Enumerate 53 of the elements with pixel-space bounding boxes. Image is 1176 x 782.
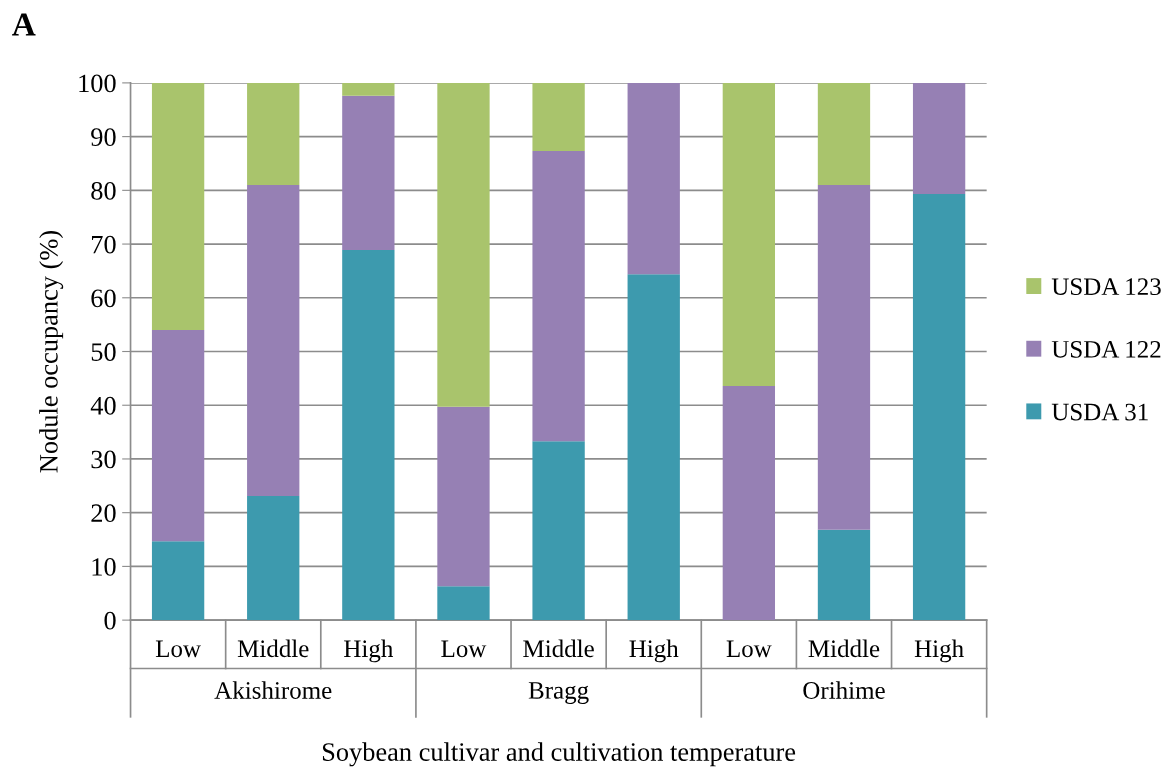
bar [437, 586, 490, 621]
text: Orihime [803, 681, 885, 699]
bar [247, 82, 300, 185]
bar [627, 274, 680, 621]
y-axis-title: Nodule occupancy (%) [39, 231, 64, 473]
x-tick-label: Middle [808, 639, 880, 658]
bar [342, 249, 395, 621]
y-tick-label: 40 [90, 396, 116, 415]
bar [532, 82, 585, 152]
bar [247, 496, 300, 621]
x-tick-label: Middle [523, 639, 594, 658]
bar [627, 82, 680, 275]
text: Bragg [528, 682, 589, 704]
y-tick-label: 0 [104, 611, 116, 630]
text: A [12, 13, 36, 36]
y-tick-label: 10 [92, 558, 116, 576]
x-tick-label: Low [726, 640, 772, 658]
y-tick-label: 90 [91, 128, 116, 147]
x-tick-label: Low [155, 640, 201, 658]
legend-label: USDA 123 [1051, 278, 1161, 296]
x-axis-title: Soybean cultivar and cultivation temperature [322, 742, 796, 767]
bar [151, 82, 205, 331]
y-tick-label: 60 [91, 289, 116, 308]
bar [817, 184, 871, 530]
bar [912, 82, 966, 195]
bar [151, 541, 205, 621]
bar [247, 184, 300, 497]
bar [437, 406, 490, 587]
bar [151, 330, 205, 542]
bar [532, 441, 585, 621]
bar [437, 82, 490, 407]
y-tick-label: 20 [91, 504, 116, 523]
bar [532, 151, 585, 442]
bar [817, 82, 871, 185]
x-tick-label: High [629, 639, 679, 663]
y-tick-label: 50 [91, 343, 116, 361]
text: Akishirome [214, 681, 332, 699]
bar [342, 95, 395, 250]
y-tick-label: 100 [79, 74, 116, 93]
x-tick-label: Low [441, 640, 487, 658]
bar [722, 82, 776, 386]
legend-label: USDA 31 [1051, 403, 1148, 421]
bar [817, 529, 871, 621]
bar [342, 82, 395, 96]
x-tick-label: Middle [237, 639, 309, 658]
bar [722, 385, 776, 621]
y-tick-label: 80 [91, 181, 116, 200]
x-tick-label: High [914, 639, 964, 663]
y-tick-label: 30 [91, 450, 116, 469]
x-tick-label: High [344, 639, 394, 663]
legend-label: USDA 122 [1051, 340, 1161, 358]
y-tick-label: 70 [92, 235, 116, 254]
bar [912, 194, 966, 621]
